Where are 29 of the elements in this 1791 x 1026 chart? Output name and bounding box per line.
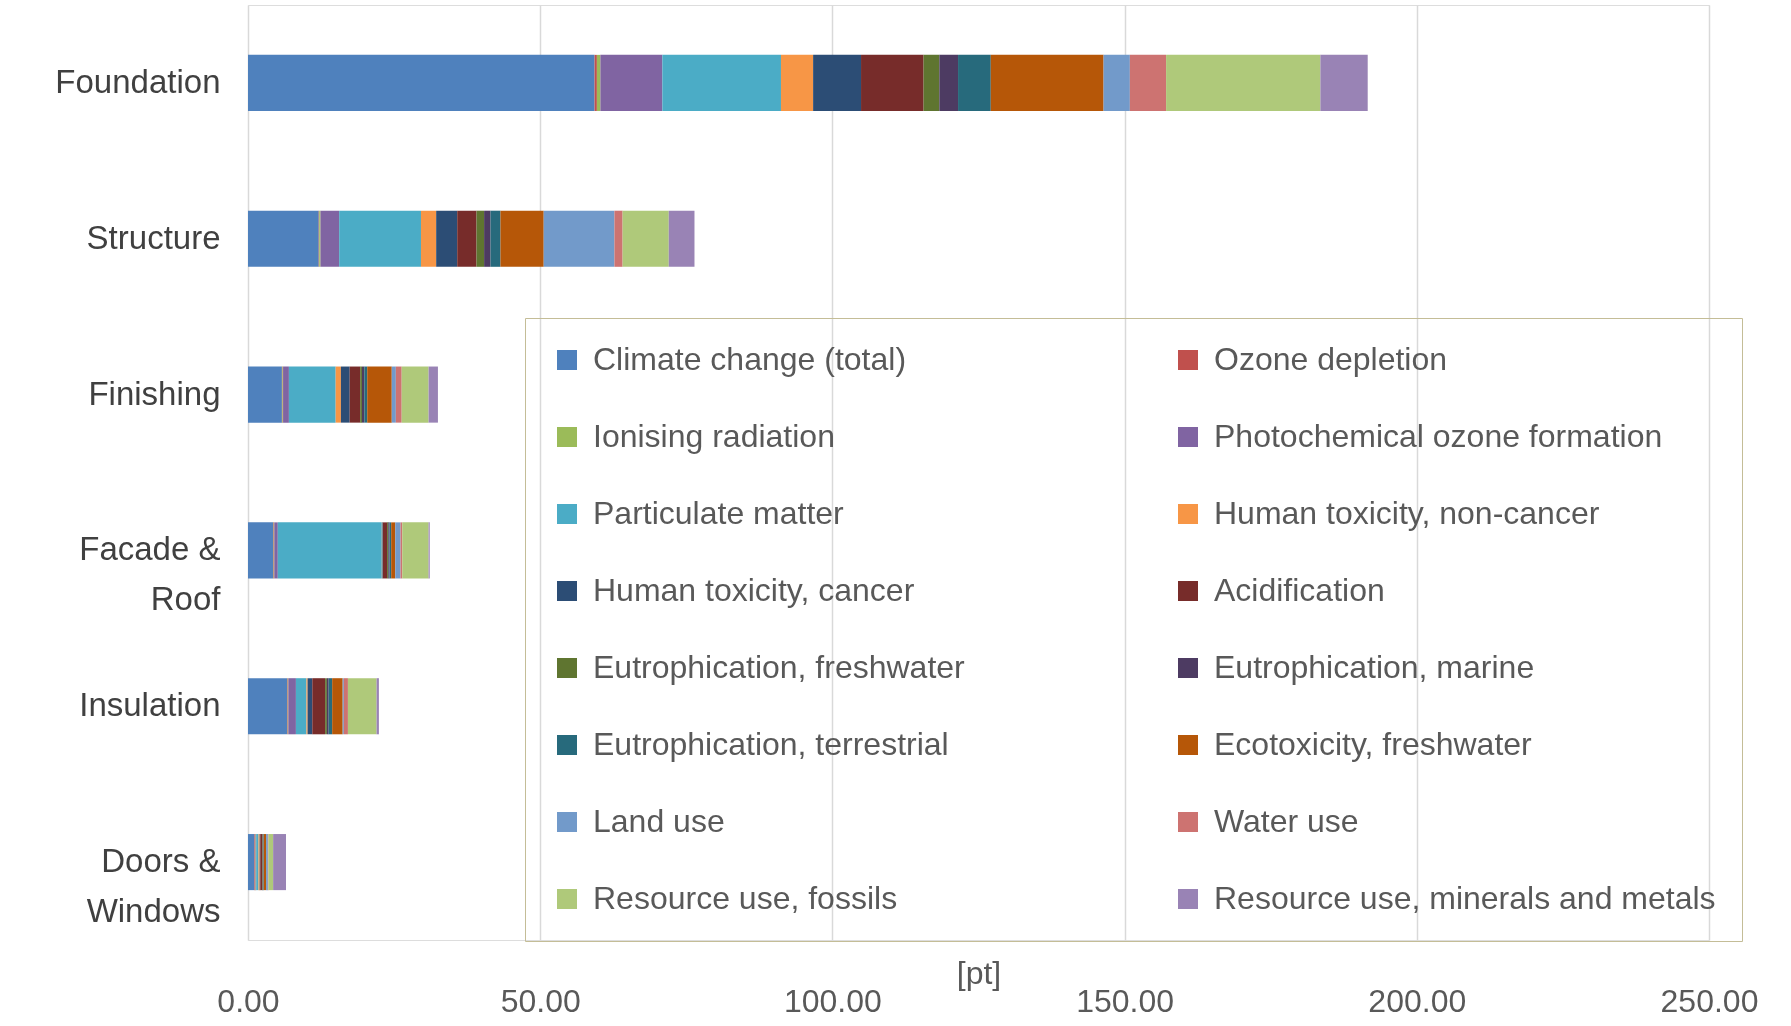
y-tick-label: Doors & Windows bbox=[86, 842, 221, 930]
legend-label: Eutrophication, terrestrial bbox=[593, 726, 949, 762]
x-tick-label: 150.00 bbox=[1076, 982, 1175, 1019]
legend-label: Water use bbox=[1214, 803, 1359, 839]
x-tick-label: 250.00 bbox=[1660, 982, 1759, 1019]
x-tick-label: 100.00 bbox=[783, 982, 882, 1019]
y-tick-label: Insulation bbox=[79, 686, 221, 724]
x-tick-label: 0.00 bbox=[217, 982, 280, 1019]
legend-label: Ozone depletion bbox=[1214, 341, 1448, 377]
y-tick-label: Foundation bbox=[55, 62, 221, 100]
x-axis-title: [pt] bbox=[956, 954, 1002, 991]
legend-label: Resource use, minerals and metals bbox=[1214, 880, 1716, 916]
legend-label: Ionising radiation bbox=[593, 418, 835, 454]
x-tick-label: 200.00 bbox=[1368, 982, 1467, 1019]
legend-label: Acidification bbox=[1214, 572, 1385, 608]
legend-label: Climate change (total) bbox=[593, 341, 907, 377]
legend-label: Human toxicity, cancer bbox=[593, 572, 915, 608]
legend-label: Ecotoxicity, freshwater bbox=[1214, 726, 1533, 762]
legend-label: Particulate matter bbox=[593, 495, 845, 531]
x-tick-label: 50.00 bbox=[500, 982, 581, 1019]
y-tick-label: Structure bbox=[86, 218, 221, 256]
legend-label: Eutrophication, marine bbox=[1214, 649, 1535, 685]
legend-label: Photochemical ozone formation bbox=[1214, 418, 1663, 454]
legend-label: Human toxicity, non-cancer bbox=[1214, 495, 1600, 531]
legend-label: Eutrophication, freshwater bbox=[593, 649, 966, 685]
legend-label: Resource use, fossils bbox=[593, 880, 898, 916]
y-tick-label: Finishing bbox=[88, 374, 221, 412]
y-tick-label: Facade & Roof bbox=[79, 530, 222, 618]
legend-label: Land use bbox=[593, 803, 725, 839]
